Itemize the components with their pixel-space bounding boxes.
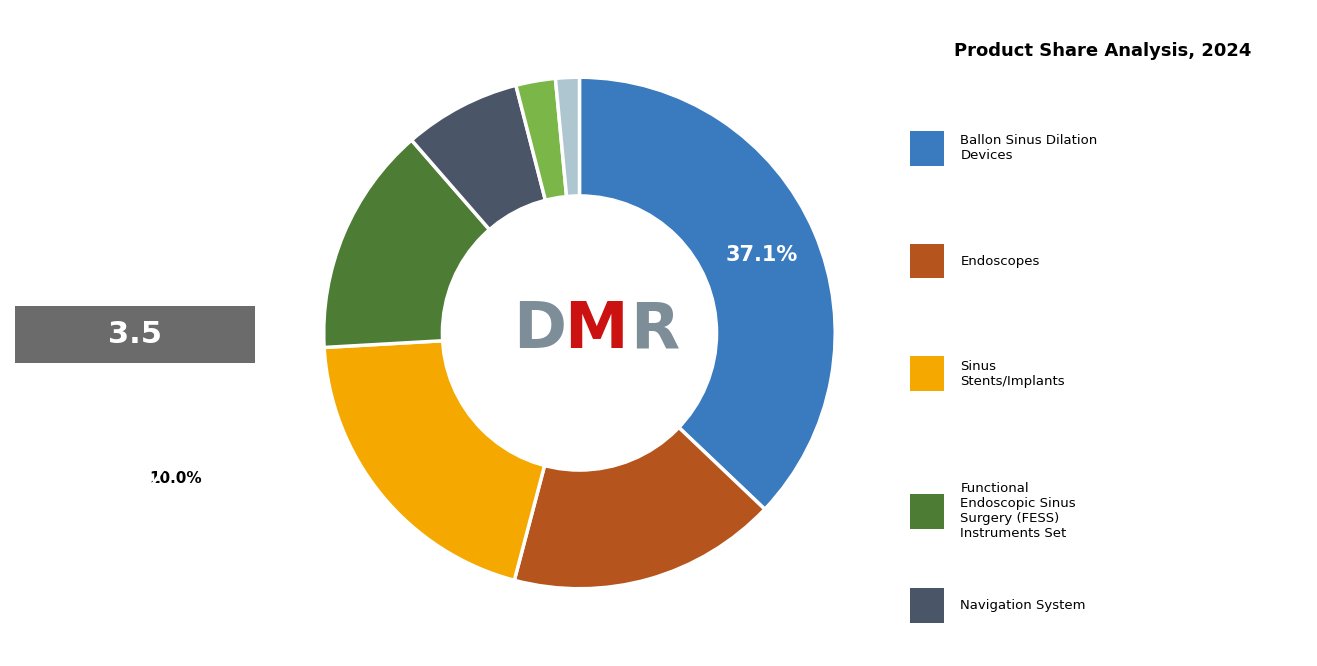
Wedge shape [515, 333, 765, 589]
FancyBboxPatch shape [910, 494, 944, 529]
FancyBboxPatch shape [910, 244, 944, 278]
FancyBboxPatch shape [14, 306, 255, 363]
Circle shape [441, 195, 718, 471]
Text: CAGR
2024-2033: CAGR 2024-2033 [33, 456, 108, 484]
FancyBboxPatch shape [910, 131, 944, 166]
Text: Product Share Analysis, 2024: Product Share Analysis, 2024 [955, 42, 1251, 60]
Wedge shape [556, 77, 579, 333]
FancyBboxPatch shape [910, 588, 944, 623]
Wedge shape [516, 79, 579, 333]
Text: Dimension
Market
Research: Dimension Market Research [68, 87, 202, 153]
Text: Navigation System: Navigation System [960, 599, 1087, 612]
Text: Global Sinus Dilation
Devices Market Size
(USD Billion), 2024: Global Sinus Dilation Devices Market Siz… [57, 255, 213, 298]
Wedge shape [579, 77, 835, 509]
Wedge shape [411, 85, 579, 333]
Text: 10.0%: 10.0% [149, 471, 202, 486]
Text: Functional
Endoscopic Sinus
Surgery (FESS)
Instruments Set: Functional Endoscopic Sinus Surgery (FES… [960, 482, 1076, 540]
Wedge shape [324, 333, 579, 580]
Text: Ballon Sinus Dilation
Devices: Ballon Sinus Dilation Devices [960, 135, 1097, 163]
Text: Endoscopes: Endoscopes [960, 254, 1039, 268]
Text: Sinus
Stents/Implants: Sinus Stents/Implants [960, 360, 1065, 388]
Text: 3.5: 3.5 [108, 320, 162, 349]
Text: R: R [631, 300, 680, 362]
Wedge shape [324, 140, 579, 348]
Text: 37.1%: 37.1% [726, 245, 798, 265]
FancyBboxPatch shape [103, 446, 249, 509]
Text: M: M [564, 300, 628, 362]
Text: D: D [514, 300, 566, 362]
FancyBboxPatch shape [910, 356, 944, 391]
